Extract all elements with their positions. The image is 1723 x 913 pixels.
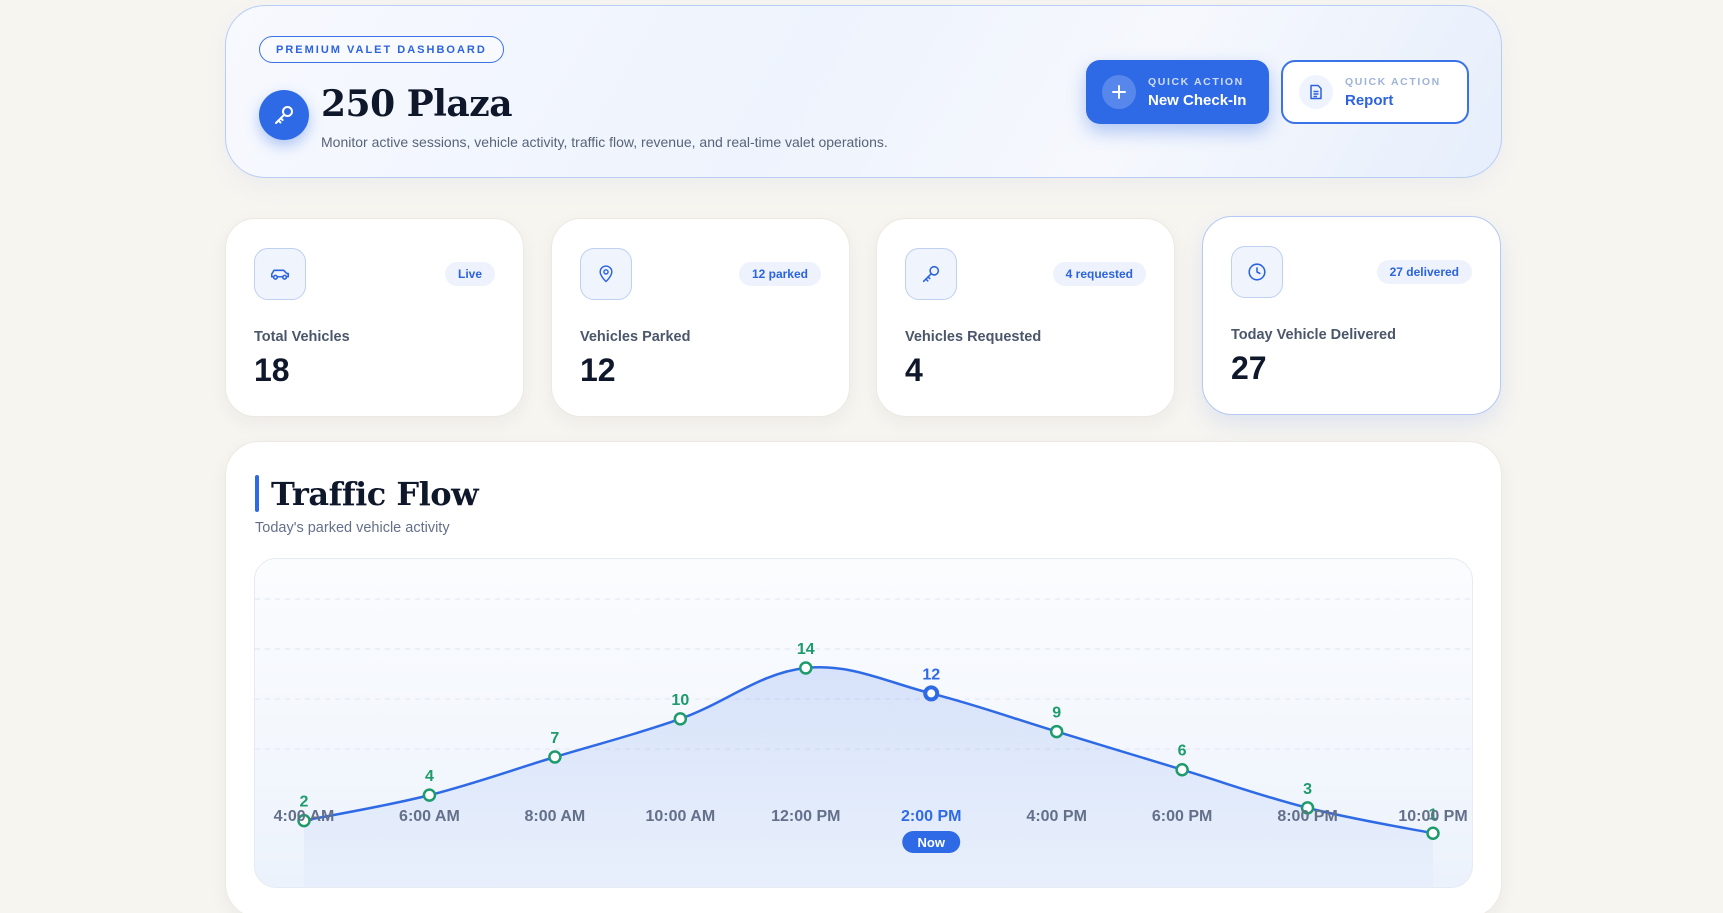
status-badge: Live <box>444 262 495 286</box>
x-tick-label: 6:00 AM <box>399 808 460 825</box>
traffic-flow-chart: 2 4:00 AM 4 6:00 AM 7 8:00 AM 10 10:00 AM 14 12:0… <box>254 558 1473 888</box>
x-tick-label: 12:00 PM <box>771 808 840 825</box>
x-tick-label: 8:00 PM <box>1277 808 1337 825</box>
data-label: 12 <box>922 666 940 683</box>
x-tick-label: 8:00 AM <box>525 808 586 825</box>
document-icon <box>1299 75 1333 109</box>
data-label: 10 <box>671 692 689 709</box>
stat-value: 27 <box>1231 350 1267 386</box>
data-point <box>1426 826 1440 841</box>
series-line <box>302 666 1435 835</box>
x-tick-label: 10:00 AM <box>646 808 716 825</box>
data-point <box>297 813 311 828</box>
stat-label: Today Vehicle Delivered <box>1231 327 1396 343</box>
stat-label: Vehicles Parked <box>580 329 691 345</box>
now-badge-label: Now <box>917 835 945 850</box>
data-label: 3 <box>1303 781 1312 798</box>
stat-label: Total Vehicles <box>254 329 350 345</box>
data-point <box>673 712 688 726</box>
x-tick-label: 6:00 PM <box>1152 808 1212 825</box>
stats-row: Live Total Vehicles 18 12 parked Vehicle… <box>225 212 1502 417</box>
dashboard: PREMIUM VALET DASHBOARD 250 Plaza Monito… <box>225 5 1502 913</box>
key-icon <box>905 248 957 300</box>
status-badge: 4 requested <box>1052 262 1146 286</box>
data-point <box>548 750 562 764</box>
data-label: 1 <box>1429 806 1438 823</box>
dashboard-eyebrow: PREMIUM VALET DASHBOARD <box>259 36 504 63</box>
data-point <box>1175 762 1189 777</box>
valet-key-icon <box>259 90 309 140</box>
car-icon <box>254 248 306 300</box>
stat-value: 18 <box>254 352 290 388</box>
now-badge <box>902 831 961 853</box>
traffic-flow-title: Traffic Flow <box>271 475 479 513</box>
data-label: 9 <box>1052 705 1061 722</box>
header-card: PREMIUM VALET DASHBOARD 250 Plaza Monito… <box>225 5 1502 178</box>
map-pin-icon <box>580 248 632 300</box>
stat-card-total-vehicles[interactable]: Live Total Vehicles 18 <box>225 218 524 417</box>
stat-card-vehicles-parked[interactable]: 12 parked Vehicles Parked 12 <box>551 218 850 417</box>
data-label: 6 <box>1178 743 1187 760</box>
x-tick-label: 4:00 PM <box>1026 808 1086 825</box>
page-subtitle: Monitor active sessions, vehicle activit… <box>321 134 888 150</box>
quick-action-eyebrow: QUICK ACTION <box>1345 75 1441 88</box>
data-point <box>1300 801 1315 815</box>
data-point <box>422 788 437 802</box>
traffic-flow-panel: Traffic Flow Today's parked vehicle acti… <box>225 441 1502 913</box>
report-button[interactable]: QUICK ACTION Report <box>1281 60 1469 124</box>
x-tick-label: 4:00 AM <box>274 808 335 825</box>
data-point <box>1049 724 1064 739</box>
series-area <box>304 667 1433 887</box>
x-tick-label: 2:00 PM <box>901 808 961 825</box>
stat-card-today-delivered[interactable]: 27 delivered Today Vehicle Delivered 27 <box>1202 216 1501 415</box>
status-badge: 12 parked <box>738 262 821 286</box>
new-check-in-button[interactable]: QUICK ACTION New Check-In <box>1086 60 1269 124</box>
page-title: 250 Plaza <box>321 83 513 125</box>
new-check-in-label: New Check-In <box>1148 91 1247 109</box>
stat-label: Vehicles Requested <box>905 329 1042 345</box>
clock-icon <box>1231 246 1283 298</box>
data-label: 14 <box>797 641 815 658</box>
stat-value: 4 <box>905 352 923 388</box>
report-label: Report <box>1345 91 1394 109</box>
quick-action-eyebrow: QUICK ACTION <box>1148 75 1244 88</box>
data-label: 7 <box>550 730 559 747</box>
status-badge: 27 delivered <box>1376 260 1472 284</box>
data-point <box>923 685 940 702</box>
traffic-flow-subtitle: Today's parked vehicle activity <box>255 520 450 536</box>
data-label: 2 <box>300 794 309 811</box>
title-accent-bar <box>255 475 259 512</box>
data-point <box>799 661 813 675</box>
stat-value: 12 <box>580 352 616 388</box>
plus-icon <box>1102 75 1136 109</box>
data-label: 4 <box>425 768 434 785</box>
stat-card-vehicles-requested[interactable]: 4 requested Vehicles Requested 4 <box>876 218 1175 417</box>
x-tick-label: 10:00 PM <box>1398 808 1467 825</box>
